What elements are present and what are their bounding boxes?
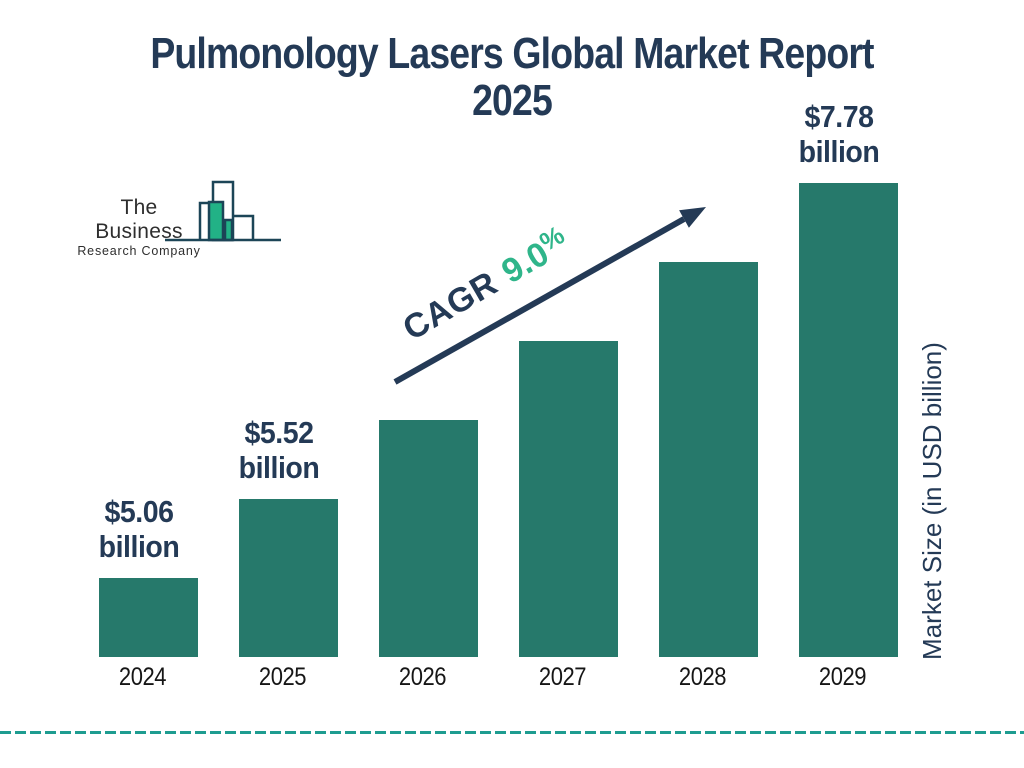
value-label-2024: $5.06 billion	[58, 494, 220, 564]
company-logo: The Business Research Company	[76, 180, 288, 258]
year-label-2029: 2029	[818, 663, 867, 691]
value-amount: $5.06	[103, 494, 174, 529]
value-unit: billion	[798, 134, 879, 169]
company-name-sub: Research Company	[77, 244, 201, 258]
bar-2029	[799, 183, 898, 657]
report-title-line1: Pulmonology Lasers Global Market Report	[150, 29, 874, 78]
year-label-2024: 2024	[118, 663, 167, 691]
value-amount: $5.52	[243, 415, 314, 450]
bar-2027	[519, 341, 618, 657]
bar-2024	[99, 578, 198, 657]
company-name: The Business	[95, 196, 183, 243]
value-unit: billion	[98, 529, 179, 564]
year-label-2025: 2025	[258, 663, 307, 691]
company-logo-text: The Business Research Company	[76, 196, 202, 259]
bar-2028	[659, 262, 758, 657]
year-label-2027: 2027	[538, 663, 587, 691]
report-title: Pulmonology Lasers Global Market Report …	[77, 30, 947, 124]
bar-2026	[379, 420, 478, 657]
bar-2025	[239, 499, 338, 657]
y-axis-label: Market Size (in USD billion)	[917, 342, 947, 660]
value-label-2025: $5.52 billion	[198, 415, 360, 485]
bottom-dashed-divider	[0, 731, 1024, 734]
logo-left-bar	[198, 201, 211, 240]
value-amount: $7.78	[803, 99, 874, 134]
logo-bar-chart-icon	[165, 180, 281, 242]
year-label-2028: 2028	[678, 663, 727, 691]
logo-right-bar	[233, 214, 255, 240]
report-title-line2: 2025	[472, 76, 553, 125]
value-unit: billion	[238, 450, 319, 485]
value-label-2029: $7.78 billion	[758, 99, 920, 169]
year-label-2026: 2026	[398, 663, 447, 691]
